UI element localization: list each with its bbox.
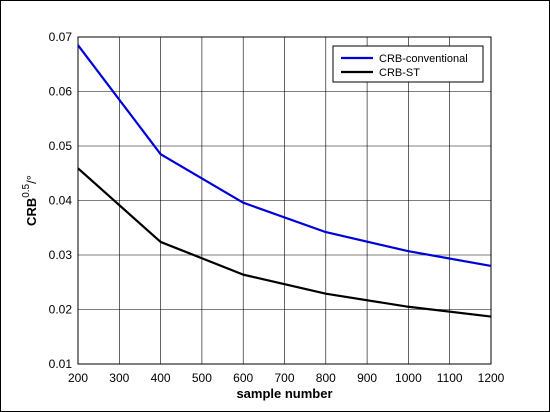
legend-label: CRB-conventional <box>379 53 468 65</box>
x-tick-label: 700 <box>274 371 294 385</box>
x-tick-label: 400 <box>151 371 171 385</box>
y-tick-label: 0.01 <box>49 357 73 371</box>
x-tick-label: 600 <box>233 371 253 385</box>
x-tick-label: 800 <box>316 371 336 385</box>
y-axis-label-sup: 0.5 <box>21 183 32 197</box>
y-tick-label: 0.05 <box>49 139 73 153</box>
x-tick-labels: 200 300 400 500 600 700 800 900 1000 1100 1200 <box>68 371 505 385</box>
x-tick-label: 900 <box>357 371 377 385</box>
x-axis-label: sample number <box>236 386 332 401</box>
series-lines <box>77 44 492 318</box>
legend: CRB-conventional CRB-ST <box>332 45 484 83</box>
y-tick-labels: 0.01 0.02 0.03 0.04 0.05 0.06 0.07 <box>49 30 73 371</box>
x-tick-label: 1000 <box>395 371 422 385</box>
x-tick-label: 200 <box>68 371 88 385</box>
series-line-1 <box>77 167 492 318</box>
x-tick-label: 300 <box>109 371 129 385</box>
y-tick-label: 0.06 <box>49 85 73 99</box>
x-tick-label: 1200 <box>478 371 505 385</box>
y-tick-label: 0.02 <box>49 303 73 317</box>
x-tick-label: 1100 <box>437 371 463 385</box>
x-tick-label: 500 <box>192 371 212 385</box>
y-axis-label: CRB0.5/° <box>21 175 39 226</box>
y-tick-label: 0.07 <box>49 30 73 44</box>
plot-area <box>77 36 492 365</box>
y-tick-label: 0.03 <box>49 248 73 262</box>
legend-box <box>332 45 484 83</box>
y-axis-label-unit: /° <box>24 175 39 184</box>
y-tick-label: 0.04 <box>49 194 73 208</box>
grid-lines <box>77 36 492 365</box>
series-line-0 <box>77 44 492 267</box>
y-axis-label-base: CRB <box>24 198 39 226</box>
legend-label: CRB-ST <box>379 67 420 79</box>
